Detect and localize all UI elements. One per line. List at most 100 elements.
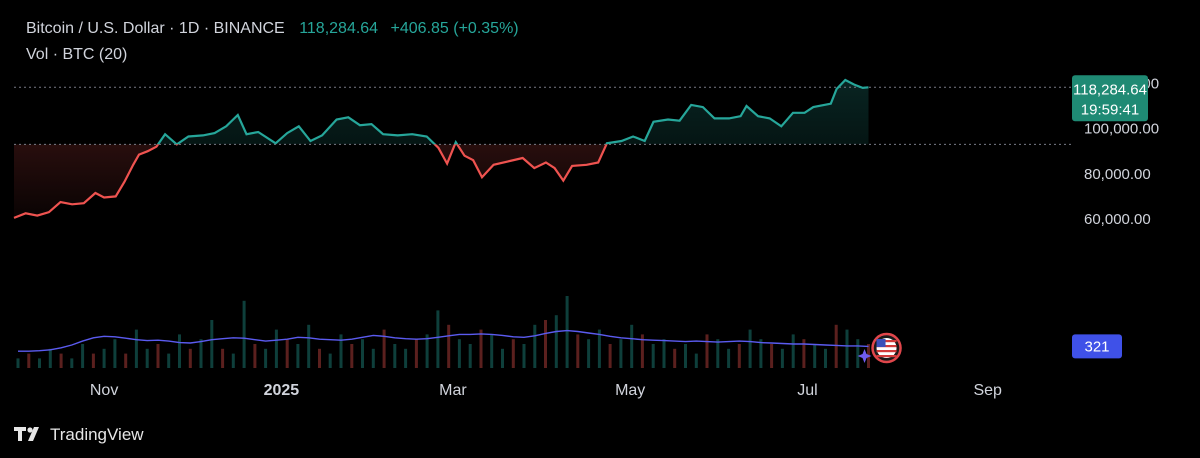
volume-bar: [436, 310, 440, 368]
volume-bar: [576, 334, 580, 368]
volume-bar: [48, 348, 52, 368]
volume-bar: [253, 344, 257, 368]
volume-bar: [640, 334, 644, 368]
tradingview-branding[interactable]: TradingView: [14, 425, 144, 445]
volume-bar: [91, 353, 95, 368]
x-axis: Nov 2025 Mar May Jul Sep: [90, 382, 1002, 399]
volume-bar: [619, 339, 623, 368]
y-tick-label: 80,000.00: [1084, 166, 1151, 183]
volume-bar: [361, 339, 364, 368]
volume-bar: [156, 344, 160, 368]
volume-bar: [70, 358, 74, 368]
volume-bar: [59, 353, 63, 368]
volume-bar: [167, 353, 171, 368]
volume-bar: [134, 329, 138, 368]
volume-bar: [296, 344, 300, 368]
volume-bar: [274, 329, 278, 368]
volume-bar: [27, 353, 31, 368]
volume-bar: [544, 320, 547, 368]
volume-legend[interactable]: Vol · BTC (20): [26, 46, 127, 64]
volume-bar: [425, 334, 429, 368]
volume-bar: [285, 339, 289, 368]
volume-bar: [210, 320, 214, 368]
volume-badge-value: 321: [1084, 338, 1109, 355]
volume-bar: [727, 348, 731, 368]
x-tick-label: Nov: [90, 382, 118, 399]
volume-bar: [479, 329, 483, 368]
volume-bar: [231, 353, 235, 368]
volume-bar: [145, 348, 149, 368]
volume-bar: [845, 329, 849, 368]
sparkle-icon: [857, 349, 872, 363]
volume-bar: [684, 344, 687, 368]
volume-bar: [318, 348, 321, 368]
volume-bars: [16, 296, 870, 368]
flag-stripe: [876, 355, 897, 358]
volume-bar: [791, 334, 795, 368]
volume-bar: [393, 344, 397, 368]
x-tick-label: Mar: [439, 382, 467, 399]
volume-bar: [339, 334, 343, 368]
volume-bar: [242, 300, 246, 368]
y-tick-label: 60,000.00: [1084, 211, 1151, 228]
volume-bar: [414, 339, 418, 368]
brand-name: TradingView: [50, 425, 144, 444]
volume-bar: [597, 329, 601, 368]
volume-bar: [856, 339, 860, 368]
volume-bar: [350, 344, 354, 368]
x-tick-label: May: [615, 382, 645, 399]
flag-stripe: [876, 345, 897, 348]
price-line-down: [13, 144, 608, 219]
flag-stripe: [876, 340, 897, 343]
volume-bar: [102, 348, 106, 368]
volume-bar: [705, 334, 709, 368]
volume-bar: [802, 339, 806, 368]
volume-badge: [1072, 334, 1122, 359]
volume-bar: [759, 339, 763, 368]
volume-bar: [328, 353, 332, 368]
price-scale-badges: 118,284.64 19:59:41 321: [1072, 75, 1148, 359]
volume-bar: [824, 348, 827, 368]
volume-bar: [457, 339, 461, 368]
volume-bar: [447, 324, 451, 368]
last-price-badge: [1072, 75, 1148, 122]
volume-bar: [554, 315, 558, 368]
footer: [0, 410, 1200, 458]
symbol-legend[interactable]: Bitcoin / U.S. Dollar · 1D · BINANCE 118…: [26, 20, 519, 38]
volume-bar: [608, 344, 612, 368]
volume-bar: [490, 334, 494, 368]
us-flag-event-icon[interactable]: [857, 332, 902, 364]
volume-bar: [124, 353, 128, 368]
bar-countdown: 19:59:41: [1081, 101, 1139, 118]
volume-bar: [307, 324, 311, 368]
volume-bar: [16, 358, 20, 368]
volume-bar: [748, 329, 752, 368]
volume-bar: [565, 296, 569, 368]
price-line-up: [156, 78, 869, 145]
legend-change: +406.85 (+0.35%): [390, 20, 519, 37]
volume-bar: [188, 348, 192, 368]
last-price-badge-value: 118,284.64: [1073, 81, 1147, 98]
volume-bar: [38, 358, 41, 368]
volume-bar: [81, 344, 85, 368]
volume-bar: [694, 353, 698, 368]
volume-bar: [673, 348, 677, 368]
x-tick-label: Jul: [797, 382, 817, 399]
volume-bar: [630, 324, 634, 368]
volume-bar: [737, 344, 741, 368]
volume-bar: [651, 344, 655, 368]
area-fill-down: [14, 144, 869, 218]
tradingview-logo-icon: [14, 427, 39, 441]
volume-bar: [404, 348, 408, 368]
volume-bar: [221, 348, 225, 368]
volume-bar: [264, 348, 268, 368]
symbol-title: Bitcoin / U.S. Dollar · 1D · BINANCE: [26, 20, 285, 37]
volume-bar: [511, 339, 515, 368]
volume-legend-label: Vol · BTC (20): [26, 46, 128, 63]
volume-bar: [382, 329, 386, 368]
volume-ma-line: [18, 329, 869, 352]
volume-bar: [113, 339, 117, 368]
x-tick-label: 2025: [264, 382, 300, 399]
